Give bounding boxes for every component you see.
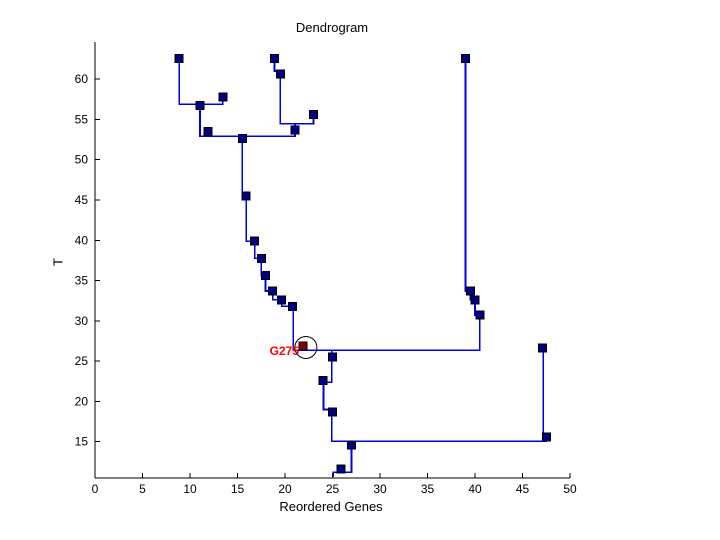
- x-tick-label: 35: [421, 482, 435, 496]
- dendrogram-link: [273, 58, 315, 125]
- node-marker: [465, 286, 475, 296]
- y-tick-label: 25: [75, 354, 89, 368]
- node-marker: [290, 125, 300, 135]
- y-tick-label: 50: [75, 153, 89, 167]
- node-marker: [461, 54, 470, 64]
- y-tick-label: 20: [75, 394, 89, 408]
- node-marker: [241, 191, 251, 201]
- node-marker: [218, 92, 228, 102]
- dendrogram-link: [178, 58, 224, 105]
- node-marker: [541, 432, 551, 442]
- node-marker: [328, 352, 337, 362]
- node-marker: [475, 310, 485, 320]
- node-marker: [250, 236, 260, 246]
- node-marker: [309, 110, 318, 120]
- node-marker: [336, 464, 346, 474]
- y-tick-label: 15: [75, 435, 89, 449]
- y-tick-label: 35: [75, 274, 89, 288]
- node-marker: [470, 295, 480, 305]
- node-marker: [261, 271, 271, 281]
- x-tick-label: 40: [468, 482, 482, 496]
- node-marker: [288, 301, 298, 311]
- node-marker: [195, 100, 205, 110]
- node-marker: [275, 69, 285, 79]
- x-tick-label: 30: [373, 482, 387, 496]
- node-marker: [270, 54, 280, 64]
- y-tick-label: 30: [75, 314, 89, 328]
- dendrogram-link: [241, 58, 481, 352]
- y-tick-label: 40: [75, 233, 89, 247]
- dendrogram-link: [322, 350, 548, 443]
- node-marker: [256, 253, 266, 263]
- highlight-circle: [294, 335, 318, 359]
- x-tick-label: 5: [139, 482, 146, 496]
- x-tick-label: 25: [326, 482, 340, 496]
- x-tick-label: 10: [183, 482, 197, 496]
- x-tick-label: 0: [92, 482, 99, 496]
- node-marker: [174, 54, 184, 64]
- highlighted-node-marker: [298, 341, 308, 351]
- node-marker: [328, 407, 337, 417]
- node-marker: [347, 440, 356, 450]
- y-tick-label: 60: [75, 72, 89, 86]
- highlighted-gene-label: G275: [269, 344, 299, 358]
- y-tick-label: 45: [75, 193, 89, 207]
- node-marker: [318, 375, 328, 385]
- node-marker: [537, 343, 547, 353]
- chart-title: Dendrogram: [295, 20, 369, 35]
- x-tick-label: 50: [563, 482, 577, 496]
- y-axis-label: T: [50, 258, 66, 266]
- node-marker: [268, 286, 278, 296]
- y-tick-label: 55: [75, 112, 89, 126]
- x-tick-label: 20: [278, 482, 292, 496]
- x-axis-label: Reordered Genes: [279, 499, 383, 514]
- node-marker: [277, 295, 287, 305]
- node-marker: [237, 134, 247, 144]
- node-marker: [203, 126, 213, 136]
- x-tick-label: 15: [231, 482, 245, 496]
- x-tick-label: 45: [516, 482, 530, 496]
